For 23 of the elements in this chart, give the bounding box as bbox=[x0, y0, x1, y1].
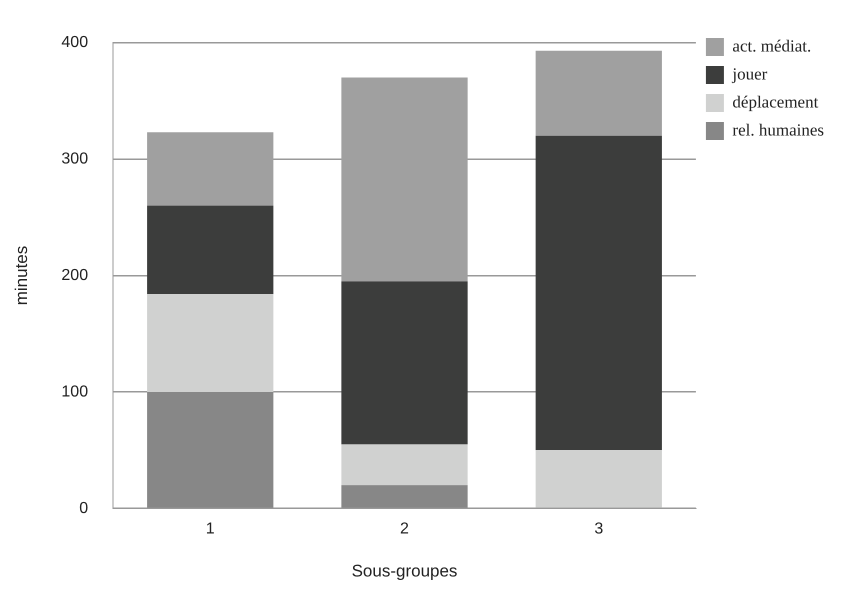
legend-label: jouer bbox=[731, 64, 768, 84]
legend-label: déplacement bbox=[732, 92, 819, 112]
bar bbox=[341, 444, 468, 486]
bar bbox=[536, 450, 662, 508]
y-tick-label: 400 bbox=[61, 34, 88, 52]
bar bbox=[536, 136, 662, 450]
y-tick-label: 200 bbox=[61, 266, 88, 284]
legend-label: act. médiat. bbox=[732, 36, 812, 56]
bar bbox=[147, 206, 274, 294]
bar bbox=[147, 294, 274, 392]
bar bbox=[341, 485, 468, 508]
bar bbox=[147, 392, 274, 508]
x-tick-label: 1 bbox=[206, 520, 215, 538]
bar bbox=[341, 281, 468, 444]
x-axis-title: Sous-groupes bbox=[352, 561, 458, 580]
y-axis-title: minutes bbox=[12, 246, 31, 306]
x-tick-label: 3 bbox=[594, 520, 604, 538]
bar bbox=[536, 50, 662, 136]
y-tick-label: 0 bbox=[79, 500, 88, 517]
y-tick-label: 100 bbox=[61, 383, 88, 400]
x-tick-label: 2 bbox=[400, 520, 410, 538]
y-tick-label: 300 bbox=[61, 150, 88, 168]
legend-label: rel. humaines bbox=[732, 120, 824, 140]
